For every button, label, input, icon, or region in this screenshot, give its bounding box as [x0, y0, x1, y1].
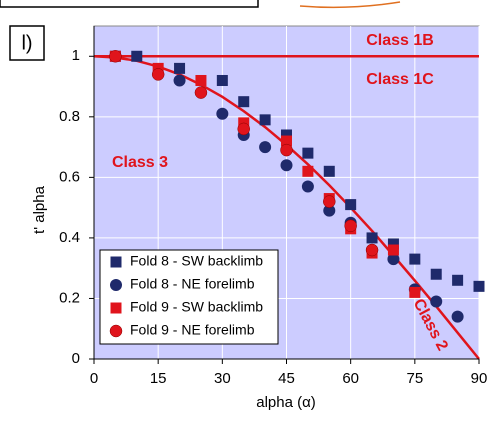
square-marker — [387, 238, 399, 250]
square-marker — [216, 74, 228, 86]
square-marker — [452, 274, 464, 286]
legend-label: Fold 8 - NE forelimb — [130, 276, 255, 292]
y-tick-label: 1 — [72, 47, 80, 64]
square-marker — [473, 280, 485, 292]
annotation: Class 3 — [112, 154, 168, 171]
legend: Fold 8 - SW backlimb Fold 8 - NE forelimb… — [99, 249, 279, 345]
legend-label: Fold 9 - SW backlimb — [130, 299, 263, 315]
square-marker — [387, 244, 399, 256]
circle-marker — [323, 195, 336, 208]
x-tick-label: 60 — [342, 370, 359, 387]
annotation: Class 1B — [366, 32, 434, 49]
circle-marker — [237, 122, 250, 136]
y-axis-label: t' alpha — [31, 185, 48, 234]
circle-marker — [216, 107, 229, 120]
y-tick-label: 0.8 — [59, 108, 80, 125]
circle-marker — [387, 253, 400, 266]
square-marker — [259, 114, 271, 126]
circle-marker — [173, 74, 186, 87]
square-marker — [195, 74, 207, 86]
circle-marker — [110, 279, 122, 291]
square-marker — [110, 256, 122, 268]
square-marker — [281, 129, 292, 141]
circle-marker — [109, 50, 122, 63]
square-marker — [345, 199, 357, 211]
circle-marker — [430, 295, 443, 308]
square-marker — [238, 96, 250, 108]
y-tick-label: 0.2 — [59, 289, 80, 306]
square-marker — [302, 165, 314, 177]
square-marker — [323, 165, 335, 177]
x-tick-label: 75 — [406, 370, 423, 387]
square-marker — [409, 286, 421, 298]
circle-marker — [109, 324, 123, 338]
y-tick-label: 0.4 — [59, 229, 80, 246]
square-marker — [430, 268, 442, 280]
x-tick-label: 30 — [214, 370, 231, 387]
circle-marker — [344, 219, 357, 233]
square-marker — [131, 50, 143, 62]
previous-panel-curve — [299, 1, 401, 9]
marks — [93, 50, 485, 360]
circle-marker — [451, 310, 464, 323]
legend-label: Fold 9 - NE forelimb — [130, 322, 255, 338]
y-tick-label: 0 — [72, 350, 80, 367]
circle-marker — [365, 243, 379, 257]
x-tick-label: 45 — [278, 370, 295, 387]
square-marker — [110, 302, 122, 314]
circle-marker — [259, 141, 272, 154]
circle-marker — [151, 68, 165, 81]
circle-marker — [323, 204, 336, 217]
x-axis-label: alpha (α) — [256, 394, 316, 411]
x-tick-label: 0 — [90, 370, 98, 387]
x-tick-label: 90 — [471, 370, 488, 387]
previous-panel-box — [0, 0, 259, 8]
circle-marker — [280, 159, 293, 172]
circle-marker — [194, 86, 208, 99]
x-tick-label: 15 — [150, 370, 167, 387]
circle-marker — [301, 180, 314, 193]
square-marker — [281, 135, 292, 147]
square-marker — [174, 62, 186, 74]
square-marker — [409, 253, 421, 265]
square-marker — [302, 147, 314, 159]
y-tick-label: 0.6 — [59, 168, 80, 185]
legend-label: Fold 8 - SW backlimb — [130, 253, 263, 269]
annotation: Class 1C — [366, 71, 434, 88]
panel-label: l) — [21, 32, 32, 54]
circle-marker — [280, 143, 293, 157]
panel-label-box — [9, 25, 45, 61]
legend-box — [99, 249, 279, 345]
square-marker — [366, 232, 378, 244]
